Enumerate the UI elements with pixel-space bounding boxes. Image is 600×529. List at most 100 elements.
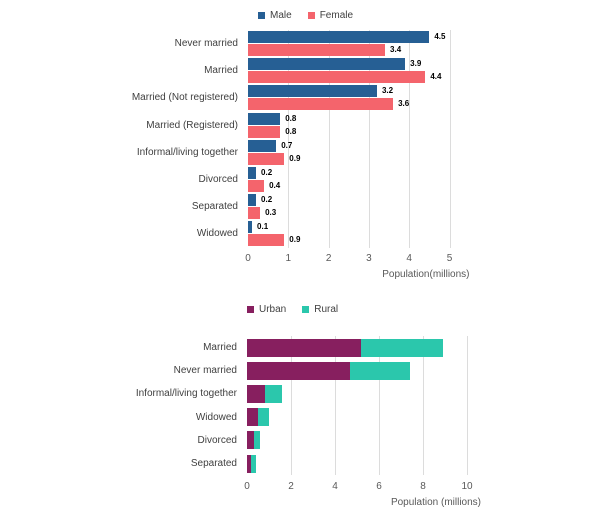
bars-married-registered: 0.8 0.8 xyxy=(248,112,600,139)
gridline xyxy=(288,30,290,248)
male-legend-swatch xyxy=(258,11,265,19)
bar-male-never-married xyxy=(248,31,430,44)
legend-item-female: Female xyxy=(307,9,354,21)
bar-male-informal-living-together xyxy=(248,139,277,152)
bar-line-female: 4.4 xyxy=(248,71,600,84)
bars-never-married xyxy=(247,359,600,382)
legend-label-female: Female xyxy=(319,9,354,21)
legend-marital-status-by-gender: Male Female xyxy=(0,8,600,22)
value-label-female-married-registered: 0.8 xyxy=(285,126,297,136)
bar-female-married xyxy=(248,71,426,84)
gridline xyxy=(449,30,451,248)
bars-divorced xyxy=(247,429,600,452)
chart-row-never-married: Never married xyxy=(0,359,600,382)
x-axis-title-marital-status-by-gender: Population(millions) xyxy=(382,268,470,280)
chart-marital-status-by-gender: Male Female Never married 4.5 3.4 Married 3.9 4… xyxy=(0,8,600,280)
bar-rural-separated xyxy=(251,454,256,473)
bar-female-informal-living-together xyxy=(248,152,285,165)
x-tick-0: 0 xyxy=(245,252,251,264)
chart-row-widowed: Widowed xyxy=(0,406,600,429)
gridlines xyxy=(247,336,468,476)
value-label-female-never-married: 3.4 xyxy=(390,45,402,55)
value-label-female-divorced: 0.4 xyxy=(269,181,281,191)
bar-line-male: 0.2 xyxy=(248,194,600,207)
value-label-male-divorced: 0.2 xyxy=(261,168,273,178)
gridline xyxy=(328,30,330,248)
chart-row-separated: Separated 0.2 0.3 xyxy=(0,193,600,220)
chart-marital-status-by-geotype: Urban Rural Married Never married Informal/l… xyxy=(0,302,600,509)
bar-rural-informal-living-together xyxy=(264,384,283,403)
x-tick-10: 10 xyxy=(461,481,473,493)
x-tick-0: 0 xyxy=(244,481,250,493)
bar-female-never-married xyxy=(248,44,386,57)
stack-line-divorced xyxy=(247,429,600,452)
bars-informal-living-together xyxy=(247,382,600,405)
chart-row-divorced: Divorced 0.2 0.4 xyxy=(0,166,600,193)
bar-line-female: 0.3 xyxy=(248,207,600,220)
bars-divorced: 0.2 0.4 xyxy=(248,166,600,193)
gridline xyxy=(467,336,468,476)
category-label-never-married: Never married xyxy=(173,365,237,377)
category-label-widowed: Widowed xyxy=(195,411,237,423)
legend-label-rural: Rural xyxy=(314,303,339,315)
value-label-male-separated: 0.2 xyxy=(261,195,273,205)
stack-line-informal-living-together xyxy=(247,382,600,405)
legend-item-urban: Urban xyxy=(247,304,286,315)
bar-urban-married xyxy=(247,338,362,357)
gridline xyxy=(423,336,424,476)
value-label-female-widowed: 0.9 xyxy=(289,235,301,245)
bars-married-not-registered: 3.2 3.6 xyxy=(248,84,600,111)
legend-label-urban: Urban xyxy=(259,303,287,315)
bar-rural-widowed xyxy=(258,408,269,427)
bar-line-female: 3.4 xyxy=(248,44,600,57)
stack-line-separated xyxy=(247,452,600,475)
chart-row-widowed: Widowed 0.1 0.9 xyxy=(0,220,600,247)
bar-male-married-registered xyxy=(248,112,281,125)
bar-urban-separated xyxy=(247,454,252,473)
chart-row-never-married: Never married 4.5 3.4 xyxy=(0,30,600,57)
category-label-informal-living-together: Informal/living together xyxy=(135,388,237,400)
x-axis-marital-status-by-geotype: 0 2 4 6 8 10 xyxy=(0,481,600,494)
value-label-female-married-not-registered: 3.6 xyxy=(398,99,410,109)
bar-line-female: 0.9 xyxy=(248,234,600,247)
x-axis-title-marital-status-by-geotype: Population (millions) xyxy=(390,497,481,509)
value-label-male-married: 3.9 xyxy=(410,59,422,69)
x-tick-8: 8 xyxy=(420,481,426,493)
bar-line-male: 0.1 xyxy=(248,221,600,234)
legend-item-male: Male xyxy=(258,10,292,21)
gridline xyxy=(291,336,292,476)
value-label-female-married: 4.4 xyxy=(430,72,442,82)
bar-line-male: 3.9 xyxy=(248,58,600,71)
legend-item-rural: Rural xyxy=(302,304,338,315)
gridline xyxy=(409,30,411,248)
x-tick-6: 6 xyxy=(376,481,382,493)
bar-urban-divorced xyxy=(247,431,254,450)
bar-female-married-registered xyxy=(248,125,281,138)
bar-male-separated xyxy=(248,194,257,207)
stack-line-never-married xyxy=(247,359,600,382)
bar-female-married-not-registered xyxy=(248,98,394,111)
chart-row-informal-living-together: Informal/living together 0.7 0.9 xyxy=(0,139,600,166)
legend-label-male: Male xyxy=(270,9,292,21)
value-label-male-married-registered: 0.8 xyxy=(285,113,297,123)
value-label-female-informal-living-together: 0.9 xyxy=(289,153,301,163)
category-label-married: Married xyxy=(203,342,237,354)
bar-line-female: 0.9 xyxy=(248,152,600,165)
bar-male-divorced xyxy=(248,167,257,180)
value-label-male-never-married: 4.5 xyxy=(434,32,446,42)
x-tick-5: 5 xyxy=(446,252,453,264)
category-label-divorced: Divorced xyxy=(197,434,237,446)
plot-marital-status-by-gender: Never married 4.5 3.4 Married 3.9 4.4 Married … xyxy=(0,30,600,248)
bar-rural-never-married xyxy=(350,361,410,380)
bars-widowed xyxy=(247,406,600,429)
bar-line-male: 4.5 xyxy=(248,31,600,44)
bar-rural-married xyxy=(361,338,443,357)
rural-legend-swatch xyxy=(302,305,310,313)
bar-line-male: 0.8 xyxy=(248,112,600,125)
x-tick-2: 2 xyxy=(288,481,294,493)
bar-female-widowed xyxy=(248,234,285,247)
x-axis-marital-status-by-gender: 0 1 2 3 4 5 xyxy=(0,253,600,266)
plot-marital-status-by-geotype: Married Never married Informal/living toge… xyxy=(0,336,600,476)
stack-line-widowed xyxy=(247,406,600,429)
